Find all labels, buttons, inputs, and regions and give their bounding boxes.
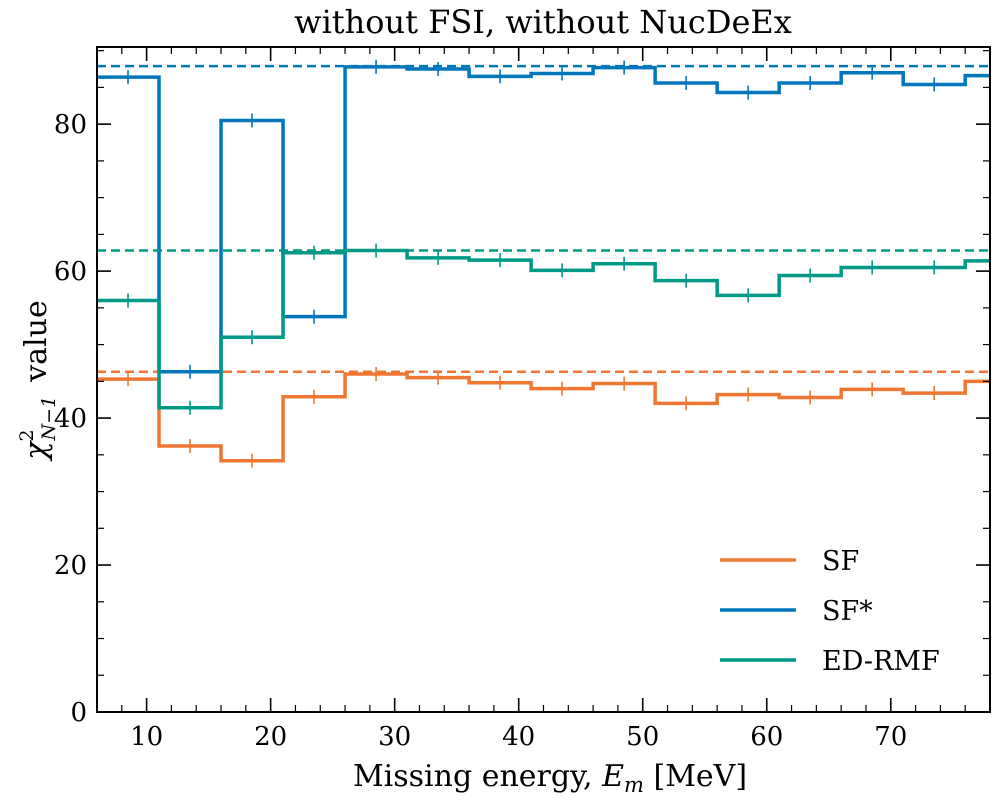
y-axis-title: χ2N−1 value <box>16 300 60 461</box>
y-axis-title-sup: 2 <box>16 429 38 441</box>
x-axis-title: Missing energy, Em [MeV] <box>353 759 747 797</box>
x-tick-label: 40 <box>502 722 535 752</box>
series-ed-rmf <box>97 243 990 415</box>
y-tick-label: 0 <box>70 698 87 728</box>
x-tick-label: 20 <box>254 722 287 752</box>
series-sf <box>97 59 990 379</box>
x-tick-label: 50 <box>626 722 659 752</box>
chart-title: without FSI, without NucDeEx <box>294 3 792 41</box>
step-line-sf <box>97 65 990 374</box>
step-line-sf <box>97 372 990 463</box>
y-axis-title-sub: N−1 <box>38 396 60 442</box>
x-tick-label: 10 <box>130 722 163 752</box>
y-axis-title-chi: χ <box>19 440 54 462</box>
y-tick-label: 40 <box>54 404 87 434</box>
legend-label-sf: SF* <box>822 596 873 627</box>
legend-label-ed-rmf: ED-RMF <box>822 646 940 677</box>
x-axis-title-text: Missing energy, <box>353 759 602 794</box>
legend-label-sf: SF <box>822 546 859 577</box>
x-tick-label: 30 <box>378 722 411 752</box>
y-axis-title-rest: value <box>19 300 54 383</box>
legend: SF SF* ED-RMF <box>720 546 940 677</box>
y-tick-label: 60 <box>54 257 87 287</box>
x-tick-label: 70 <box>874 722 907 752</box>
x-axis-title-sub: m <box>624 773 644 797</box>
x-tick-label: 60 <box>750 722 783 752</box>
y-tick-label: 80 <box>54 110 87 140</box>
y-tick-label: 20 <box>54 551 87 581</box>
series-sf <box>97 366 990 468</box>
plot-frame <box>96 46 991 713</box>
step-line-ed-rmf <box>97 248 990 410</box>
x-axis-title-var: E <box>601 759 624 794</box>
x-axis-title-unit: [MeV] <box>644 759 747 794</box>
plot-area <box>97 59 990 468</box>
tick-labels: 10 20 30 40 50 60 70 0 20 40 60 80 <box>54 110 907 752</box>
